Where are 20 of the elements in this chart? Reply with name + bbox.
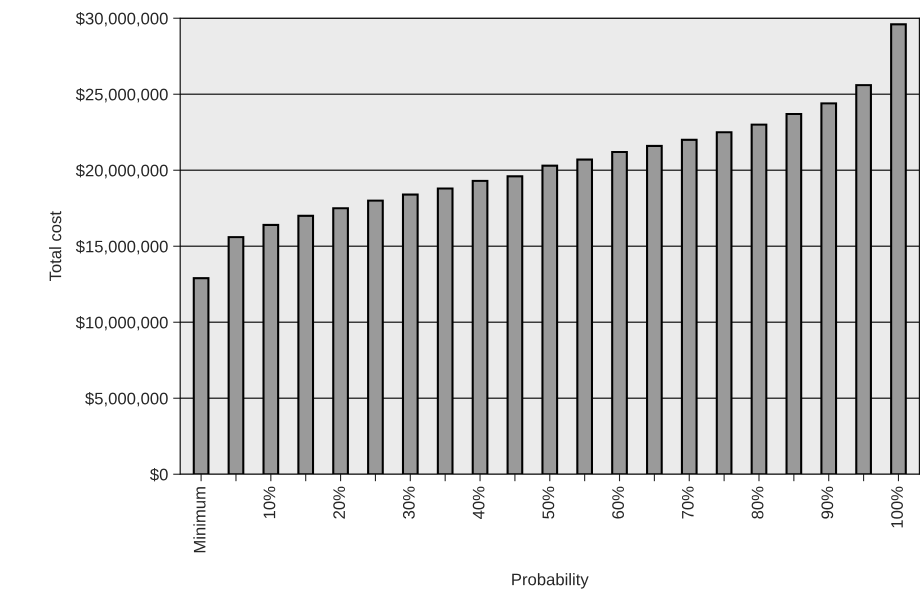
x-tick-label: 10%: [264, 486, 276, 518]
y-tick-label: $0: [150, 468, 168, 482]
y-tick-label: $10,000,000: [76, 316, 168, 330]
x-tick-label: Minimum: [193, 487, 206, 552]
x-tick-label: 40%: [472, 486, 485, 520]
x-tick-label: 90%: [821, 486, 834, 519]
x-tick-label: 60%: [612, 486, 624, 519]
x-axis-title: Probability: [512, 573, 589, 589]
y-tick-label: $30,000,000: [76, 12, 168, 26]
y-tick-label: $20,000,000: [76, 164, 168, 178]
x-tick-label: 50%: [542, 486, 554, 519]
x-tick-label: 20%: [333, 486, 346, 519]
x-tick-label: 30%: [402, 486, 415, 519]
y-tick-label: $25,000,000: [76, 88, 168, 102]
y-axis-title: Total cost: [49, 211, 62, 282]
x-tick-label: 100%: [891, 486, 903, 528]
x-tick-label: 80%: [752, 486, 764, 519]
y-tick-label: $15,000,000: [76, 240, 168, 254]
x-tick-label: 70%: [682, 486, 694, 519]
y-tick-label: $5,000,000: [85, 392, 168, 406]
